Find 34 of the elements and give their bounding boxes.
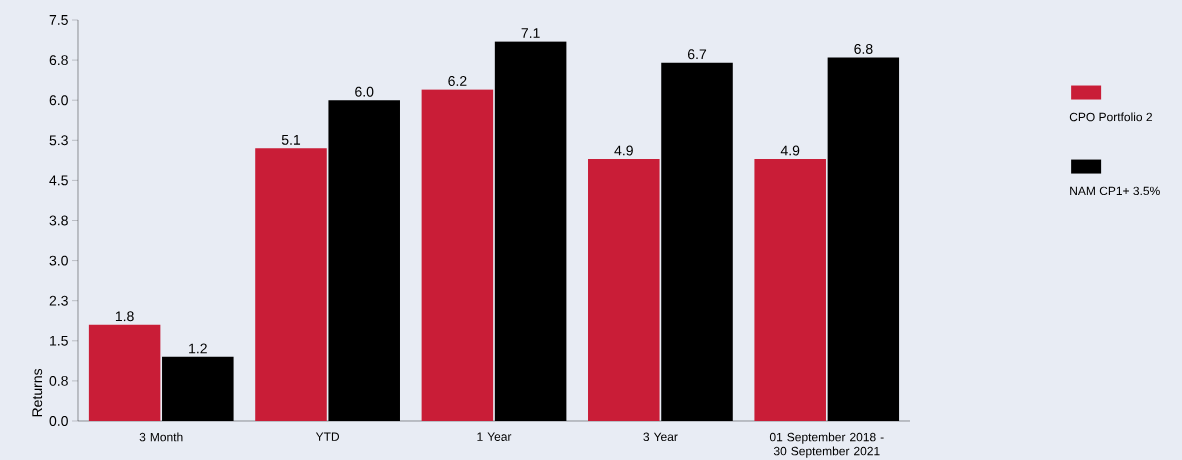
data-label: 1.8: [115, 311, 134, 322]
data-label: 7.1: [521, 28, 540, 38]
data-label: 6.8: [854, 43, 873, 54]
x-tick-label: 3 Month: [139, 432, 183, 442]
y-tick-label: 6.0: [49, 95, 68, 106]
data-label: 4.9: [780, 145, 800, 156]
legend-label: CPO Portfolio 2: [1069, 112, 1152, 122]
bar: [754, 159, 826, 421]
y-tick-label: 0.0: [49, 416, 68, 426]
y-tick-label: 1.5: [50, 335, 68, 346]
y-tick-label: 3.8: [49, 215, 68, 226]
data-label: 5.1: [281, 135, 301, 145]
y-tick-label: 3.0: [49, 255, 68, 266]
data-label: 6.0: [355, 86, 374, 97]
data-label: 6.7: [687, 49, 707, 60]
data-label: 1.2: [189, 343, 207, 354]
x-tick-label: 3 Year: [643, 432, 678, 442]
data-label: 6.2: [448, 76, 467, 86]
bar: [588, 159, 660, 421]
x-tick-label: 01 September 2018 - 30 September 2021: [769, 432, 884, 458]
y-axis-title: Returns: [32, 368, 43, 417]
data-label: 4.9: [614, 145, 633, 156]
y-tick-label: 4.5: [49, 175, 68, 186]
bar: [421, 89, 494, 421]
y-tick-label: 5.3: [49, 135, 68, 146]
legend-label: NAM CP1+ 3.5%: [1070, 186, 1160, 196]
y-tick-label: 6.8: [49, 55, 68, 66]
x-tick-label: 1 Year: [477, 432, 512, 441]
x-tick-label: YTD: [315, 432, 340, 441]
y-tick-label: 2.3: [49, 295, 68, 306]
y-tick-label: 7.5: [49, 15, 68, 25]
y-tick-label: 0.8: [49, 375, 68, 386]
bar: [255, 148, 327, 421]
bar: [88, 324, 161, 421]
